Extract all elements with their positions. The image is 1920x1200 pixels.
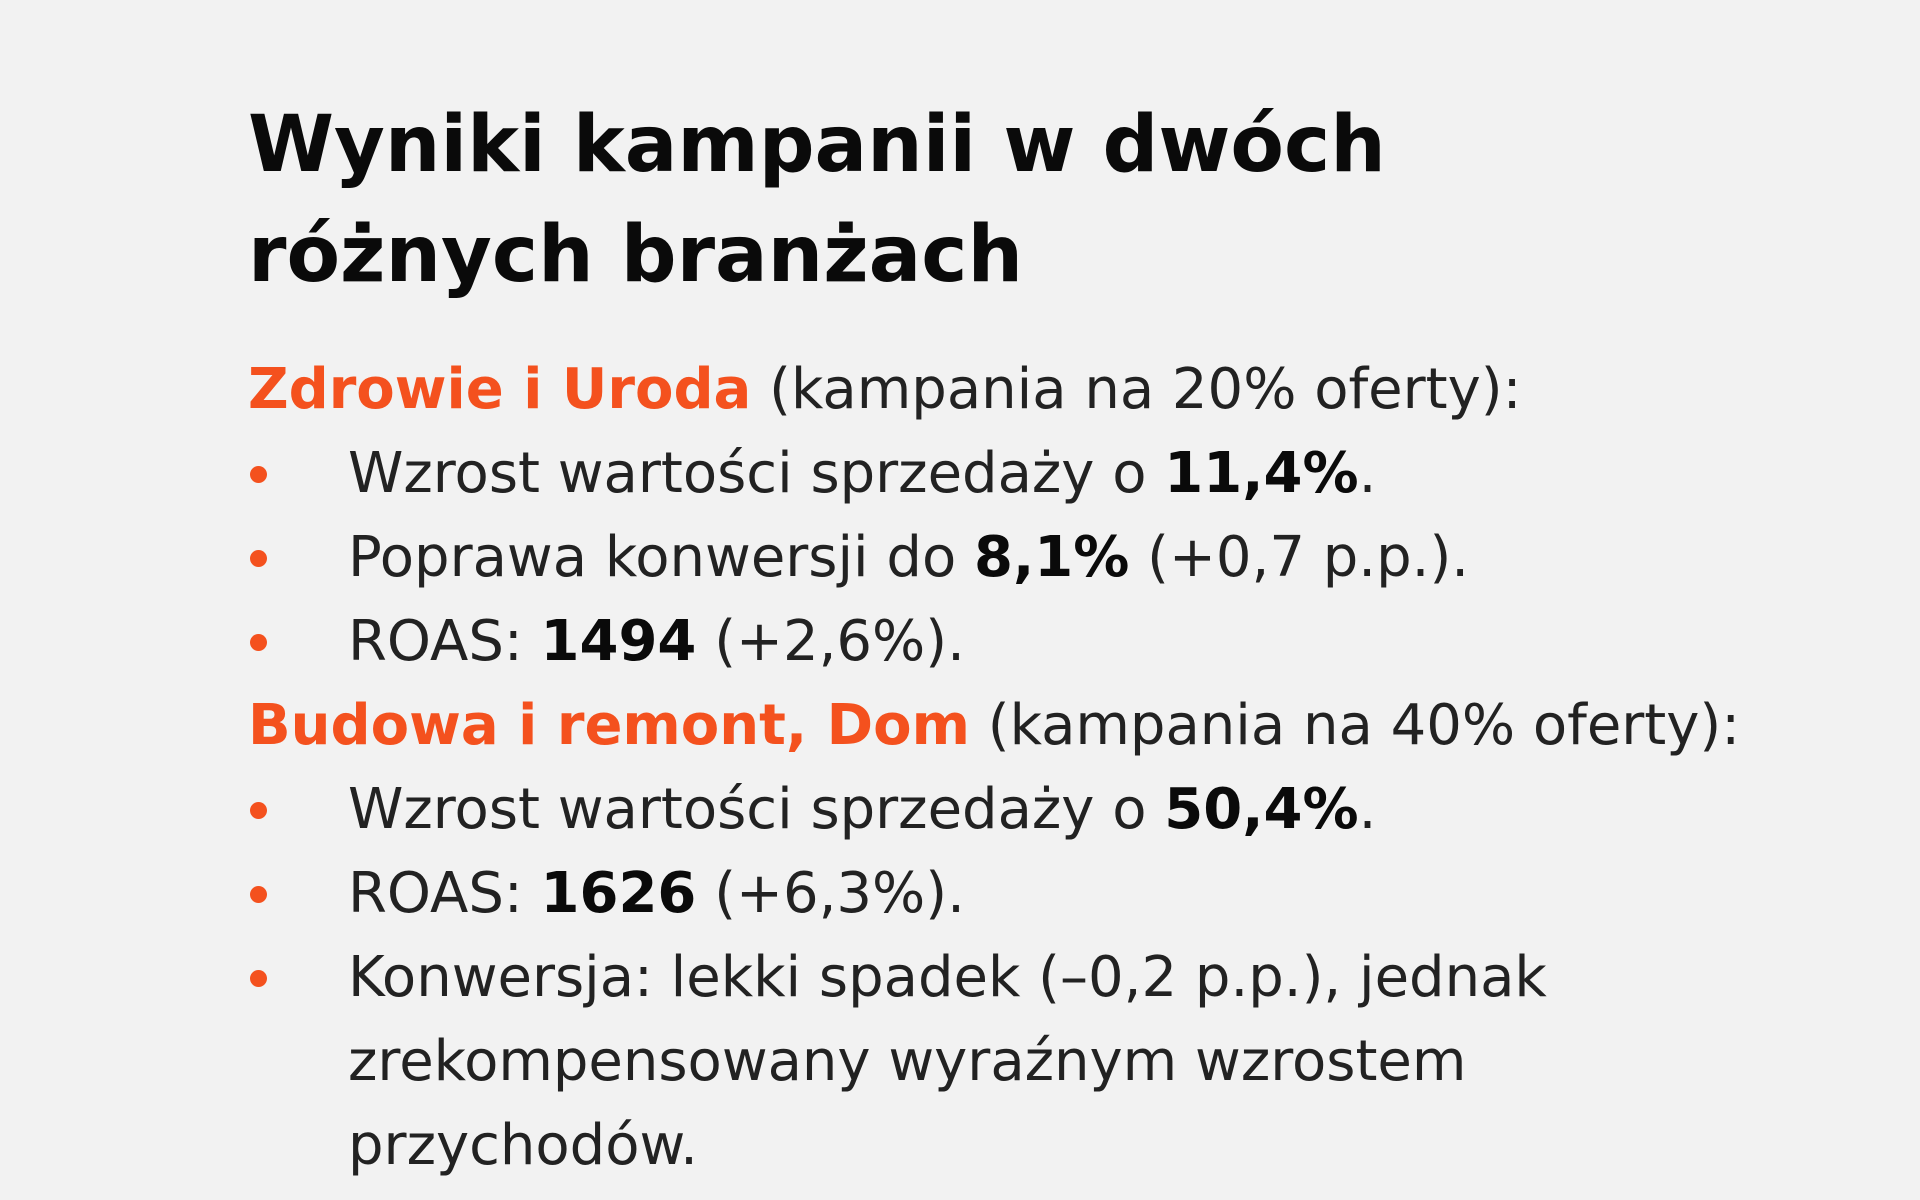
item-value: 1626 xyxy=(540,861,697,926)
item-suffix: . xyxy=(1358,441,1377,506)
page-title: Wyniki kampanii w dwóch różnych branżach xyxy=(248,100,1386,300)
section-name: Zdrowie i Uroda xyxy=(248,357,752,422)
list-item: Wzrost wartości sprzedaży o 50,4%. xyxy=(248,768,1728,852)
item-value: 1494 xyxy=(540,609,697,674)
item-value: 11,4% xyxy=(1164,441,1359,506)
list-item: ROAS: 1494 (+2,6%). xyxy=(248,600,1728,684)
list-item: Konwersja: lekki spadek (–0,2 p.p.), jed… xyxy=(248,936,1738,1188)
item-suffix: (+0,7 p.p.). xyxy=(1129,525,1470,590)
item-value: 8,1% xyxy=(974,525,1130,590)
item-suffix: (+6,3%). xyxy=(696,861,965,926)
item-text: Poprawa konwersji do xyxy=(348,525,975,590)
bullet-dot-icon xyxy=(250,802,267,819)
section-note: (kampania na 40% oferty): xyxy=(969,693,1741,758)
item-suffix: (+2,6%). xyxy=(696,609,965,674)
bullet-dot-icon xyxy=(250,886,267,903)
slide-content: Wyniki kampanii w dwóch różnych branżach… xyxy=(248,90,1740,1188)
bullet-dot-icon xyxy=(250,466,267,483)
list-item: Wzrost wartości sprzedaży o 11,4%. xyxy=(248,432,1728,516)
item-text: ROAS: xyxy=(348,861,541,926)
item-text: Wzrost wartości sprzedaży o xyxy=(348,777,1165,842)
bullet-list-health-beauty: Wzrost wartości sprzedaży o 11,4%. Popra… xyxy=(248,432,1728,684)
item-text: ROAS: xyxy=(348,609,541,674)
section-name: Budowa i remont, Dom xyxy=(248,693,970,758)
bullet-list-construction-home: Wzrost wartości sprzedaży o 50,4%. ROAS:… xyxy=(248,768,1728,1188)
bullet-dot-icon xyxy=(250,634,267,651)
item-suffix: . xyxy=(1358,777,1377,842)
list-item: ROAS: 1626 (+6,3%). xyxy=(248,852,1728,936)
list-item: Poprawa konwersji do 8,1% (+0,7 p.p.). xyxy=(248,516,1728,600)
bullet-dot-icon xyxy=(250,970,267,987)
section-heading-health-beauty: Zdrowie i Uroda (kampania na 20% oferty)… xyxy=(248,348,1728,432)
section-note: (kampania na 20% oferty): xyxy=(751,357,1522,422)
bullet-dot-icon xyxy=(250,550,267,567)
item-text: Konwersja: lekki spadek (–0,2 p.p.), jed… xyxy=(348,945,1547,1178)
section-heading-construction-home: Budowa i remont, Dom (kampania na 40% of… xyxy=(248,684,1740,768)
item-value: 50,4% xyxy=(1164,777,1359,842)
item-text: Wzrost wartości sprzedaży o xyxy=(348,441,1165,506)
